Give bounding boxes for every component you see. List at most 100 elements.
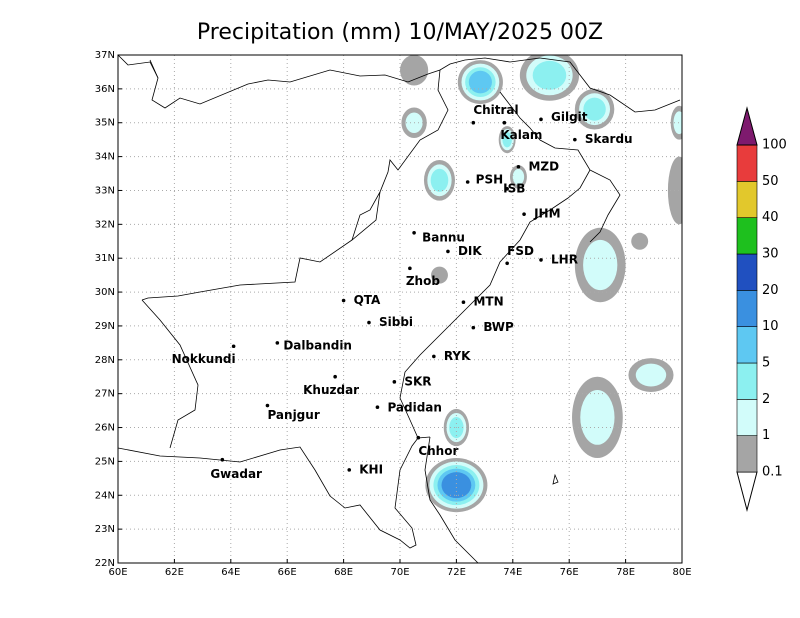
y-tick-label: 31N — [95, 253, 115, 264]
colorbar-band — [736, 290, 758, 327]
precip-area — [580, 389, 615, 445]
y-tick-label: 23N — [95, 524, 115, 535]
city-label: Chitral — [473, 103, 518, 117]
x-tick-label: 74E — [503, 567, 522, 578]
city-dot — [367, 320, 371, 325]
y-tick-label: 33N — [95, 185, 115, 196]
colorbar-label: 5 — [762, 356, 770, 371]
city-dot — [416, 435, 421, 440]
city-dot — [471, 325, 476, 330]
x-tick-label: 80E — [672, 567, 691, 578]
boundaries — [117, 54, 681, 564]
city-label: Bannu — [422, 230, 465, 244]
precip-area — [502, 131, 512, 148]
y-tick-label: 26N — [95, 423, 115, 434]
x-tick-label: 64E — [221, 567, 240, 578]
colorbar-label: 40 — [762, 210, 779, 225]
colorbar-band — [736, 362, 758, 400]
precip-area — [532, 60, 567, 90]
city-dot — [341, 298, 346, 303]
colorbar-label: 2 — [762, 392, 770, 407]
city-dot — [522, 212, 526, 216]
precip-area — [583, 97, 606, 121]
city-dot — [432, 354, 436, 359]
city-label: MTN — [473, 295, 503, 309]
map-title: Precipitation (mm) 10/MAY/2025 00Z — [197, 20, 603, 45]
colorbar-band — [736, 435, 758, 473]
city-label: Gilgit — [551, 110, 588, 124]
x-tick-label: 70E — [390, 567, 409, 578]
x-tick-label: 60E — [108, 567, 127, 578]
city-label: Skardu — [585, 132, 633, 146]
city-label: BWP — [483, 320, 514, 334]
city-dot — [408, 266, 412, 271]
colorbar-band — [736, 181, 758, 218]
city-dot — [465, 180, 470, 184]
precip-area — [667, 156, 682, 225]
city-label: KHI — [359, 462, 383, 476]
city-label: QTA — [354, 293, 381, 307]
city-dot — [502, 120, 507, 125]
city-dot — [220, 457, 225, 462]
x-tick-label: 66E — [278, 567, 297, 578]
colorbar-band — [736, 144, 758, 182]
precip-area — [631, 232, 649, 250]
colorbar-band — [736, 399, 758, 436]
colorbar-label: 100 — [762, 138, 787, 153]
city-dot — [539, 117, 543, 122]
colorbar-over — [736, 106, 758, 146]
city-label: LHR — [551, 252, 578, 266]
colorbar-label: 30 — [762, 247, 779, 262]
city-dot — [375, 405, 380, 410]
precip-area — [400, 55, 429, 86]
y-tick-label: 25N — [95, 456, 115, 467]
x-tick-label: 62E — [165, 567, 184, 578]
y-tick-label: 35N — [95, 118, 115, 129]
city-label: Gwadar — [210, 467, 262, 481]
city-dot — [275, 341, 280, 345]
colorbar-band — [736, 253, 758, 291]
colorbar-label: 10 — [762, 319, 779, 334]
city-label: Sibbi — [379, 315, 413, 329]
y-tick-label: 28N — [95, 355, 115, 366]
city-label: MZD — [528, 159, 559, 173]
city-label: SKR — [404, 374, 431, 388]
y-tick-label: 37N — [95, 50, 115, 61]
city-dot — [231, 344, 236, 349]
city-dot — [446, 249, 450, 254]
colorbar-band — [736, 326, 758, 364]
y-tick-label: 36N — [95, 84, 115, 95]
precip-area — [441, 472, 472, 499]
city-label: Nokkundi — [172, 352, 236, 366]
x-tick-label: 72E — [447, 567, 466, 578]
city-label: Dalbandin — [283, 338, 352, 352]
city-dot — [539, 258, 543, 262]
precip-area — [431, 266, 448, 284]
city-label: FSD — [507, 244, 534, 258]
city-dot — [461, 300, 466, 305]
y-tick-label: 29N — [95, 321, 115, 332]
x-tick-label: 76E — [560, 567, 579, 578]
city-dot — [573, 137, 577, 142]
city-label: JHM — [533, 207, 560, 221]
y-tick-label: 34N — [95, 152, 115, 163]
colorbar-label: 50 — [762, 174, 779, 189]
colorbar-label: 0.1 — [762, 465, 783, 480]
city-dot — [471, 120, 476, 125]
colorbar-under — [736, 471, 758, 512]
city-label: ISB — [503, 181, 525, 195]
y-tick-label: 30N — [95, 287, 115, 298]
city-label: Zhob — [406, 274, 440, 288]
colorbar-label: 1 — [762, 428, 770, 443]
city-dot — [505, 186, 509, 191]
city-dot — [505, 261, 509, 266]
city-dot — [347, 468, 352, 472]
y-tick-label: 27N — [95, 389, 115, 400]
city-label: RYK — [444, 349, 471, 363]
city-dot — [516, 164, 521, 169]
y-tick-label: 24N — [95, 490, 115, 501]
colorbar-label: 20 — [762, 283, 779, 298]
precip-area — [635, 363, 667, 387]
city-label: Kalam — [500, 128, 542, 142]
colorbar-band — [736, 217, 758, 255]
